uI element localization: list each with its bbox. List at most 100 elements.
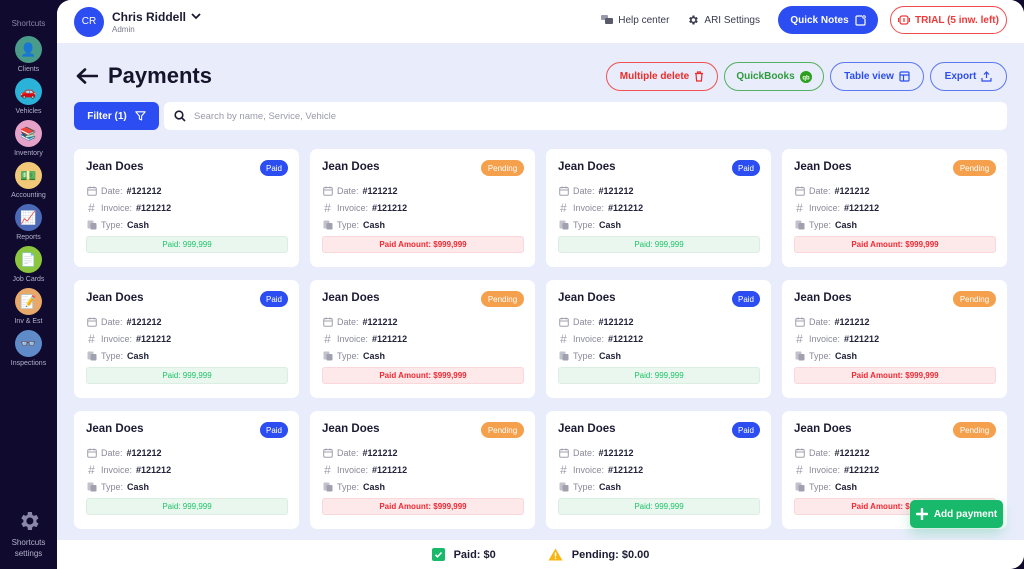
field-label: Type: <box>101 350 124 361</box>
field-label: Invoice: <box>809 464 841 475</box>
payment-card[interactable]: Jean Does Pending Date: #121212 # Invoice… <box>310 149 535 267</box>
hash-icon: # <box>796 200 803 215</box>
date-row: Date: #121212 <box>794 313 996 330</box>
sidebar-item-label: Accounting <box>11 192 46 199</box>
user-menu[interactable]: Chris Riddell Admin <box>112 10 201 34</box>
field-label: Type: <box>573 219 596 230</box>
field-label: Invoice: <box>101 333 133 344</box>
sidebar-item-vehicles[interactable]: 🚗 Vehicles <box>11 78 46 115</box>
amount-bar: Paid Amount: $999,999 <box>322 498 524 515</box>
field-value: #121212 <box>844 333 880 344</box>
sidebar-item-clients[interactable]: 👤 Clients <box>11 36 46 73</box>
field-label: Type: <box>337 219 360 230</box>
search-input[interactable] <box>194 110 1007 122</box>
help-center-link[interactable]: Help center <box>601 15 669 26</box>
table-icon <box>899 71 910 82</box>
type-row: Type: Cash <box>794 216 996 233</box>
status-badge: Paid <box>732 160 760 176</box>
avatar[interactable]: CR <box>74 6 104 37</box>
sidebar-item-reports[interactable]: 📈 Reports <box>11 204 46 241</box>
filter-button[interactable]: Filter (1) <box>74 102 159 130</box>
calendar-icon <box>794 185 805 196</box>
payment-card[interactable]: Jean Does Pending Date: #121212 # Invoice… <box>310 411 535 529</box>
warning-icon <box>548 548 563 561</box>
field-value: Cash <box>835 481 858 492</box>
payment-card[interactable]: Jean Does Pending Date: #121212 # Invoice… <box>782 149 1007 267</box>
client-name: Jean Does <box>794 161 852 173</box>
field-label: Date: <box>101 447 123 458</box>
paid-total: Paid: $0 <box>431 548 496 561</box>
field-value: Cash <box>599 350 622 361</box>
ari-settings-label: ARI Settings <box>704 14 760 26</box>
status-badge: Paid <box>732 422 760 438</box>
quickbooks-logo-icon: qb <box>799 70 812 83</box>
field-label: Date: <box>573 447 595 458</box>
payment-card[interactable]: Jean Does Paid Date: #121212 # Invoice: #1… <box>74 149 299 267</box>
payment-card[interactable]: Jean Does Paid Date: #121212 # Invoice: #1… <box>74 411 299 529</box>
ari-settings-link[interactable]: ARI Settings <box>687 14 760 26</box>
date-row: Date: #121212 <box>558 444 760 461</box>
payment-card[interactable]: Jean Does Paid Date: #121212 # Invoice: #1… <box>546 411 771 529</box>
inventory-icon: 📚 <box>14 120 42 147</box>
type-row: Type: Cash <box>322 347 524 364</box>
field-value: #121212 <box>362 185 398 196</box>
upload-icon <box>981 71 992 82</box>
multiple-delete-button[interactable]: Multiple delete <box>606 62 718 91</box>
payment-card[interactable]: Jean Does Pending Date: #121212 # Invoice… <box>782 280 1007 398</box>
field-label: Date: <box>573 316 595 327</box>
sidebar-item-inventory[interactable]: 📚 Inventory <box>11 120 46 157</box>
user-name: Chris Riddell <box>112 9 187 24</box>
payment-card[interactable]: Jean Does Paid Date: #121212 # Invoice: #1… <box>74 280 299 398</box>
back-arrow-icon[interactable] <box>76 68 98 84</box>
type-row: Type: Cash <box>794 347 996 364</box>
field-label: Invoice: <box>101 202 133 213</box>
client-name: Jean Does <box>794 423 852 435</box>
add-payment-label: Add payment <box>933 508 998 520</box>
calendar-icon <box>558 185 569 196</box>
trial-button[interactable]: TRIAL (5 inw. left) <box>890 6 1007 34</box>
trial-label: TRIAL (5 inw. left) <box>915 14 999 26</box>
field-value: Cash <box>835 350 858 361</box>
field-value: #121212 <box>608 464 644 475</box>
invoice-row: # Invoice: #121212 <box>322 330 524 347</box>
invoice-row: # Invoice: #121212 <box>86 330 288 347</box>
quickbooks-button[interactable]: QuickBooks qb <box>724 62 824 91</box>
add-payment-button[interactable]: Add payment <box>910 500 1003 528</box>
payment-card[interactable]: Jean Does Paid Date: #121212 # Invoice: #1… <box>546 149 771 267</box>
cash-icon <box>322 481 333 492</box>
client-name: Jean Does <box>86 423 144 435</box>
export-button[interactable]: Export <box>930 62 1007 91</box>
sidebar-item-inspections[interactable]: 👓 Inspections <box>11 330 46 367</box>
sidebar-item-job-cards[interactable]: 📄 Job Cards <box>11 246 46 283</box>
field-label: Date: <box>809 316 831 327</box>
quick-notes-button[interactable]: Quick Notes <box>778 6 878 34</box>
invoice-row: # Invoice: #121212 <box>86 461 288 478</box>
type-row: Type: Cash <box>86 347 288 364</box>
client-name: Jean Does <box>86 161 144 173</box>
sidebar-item-inv-est[interactable]: 📝 Inv & Est <box>11 288 46 325</box>
field-label: Type: <box>809 481 832 492</box>
payment-card[interactable]: Jean Does Pending Date: #121212 # Invoice… <box>310 280 535 398</box>
cash-icon <box>558 481 569 492</box>
plus-icon <box>915 508 928 520</box>
gear-icon <box>20 512 38 530</box>
cash-icon <box>558 350 569 361</box>
invoice-row: # Invoice: #121212 <box>558 461 760 478</box>
hash-icon: # <box>560 200 567 215</box>
cash-icon <box>558 219 569 230</box>
client-name: Jean Does <box>558 423 616 435</box>
field-value: #121212 <box>126 185 162 196</box>
invoice-row: # Invoice: #121212 <box>794 199 996 216</box>
status-badge: Paid <box>732 291 760 307</box>
cash-icon <box>794 481 805 492</box>
field-label: Invoice: <box>573 333 605 344</box>
cash-icon <box>86 481 97 492</box>
invoice-row: # Invoice: #121212 <box>322 461 524 478</box>
table-view-button[interactable]: Table view <box>830 62 924 91</box>
payment-card[interactable]: Jean Does Paid Date: #121212 # Invoice: #1… <box>546 280 771 398</box>
field-label: Date: <box>337 447 359 458</box>
table-view-label: Table view <box>844 71 894 82</box>
shortcuts-settings-button[interactable]: Shortcuts settings <box>0 509 57 559</box>
filter-row: Filter (1) <box>74 102 1007 130</box>
sidebar-item-accounting[interactable]: 💵 Accounting <box>11 162 46 199</box>
